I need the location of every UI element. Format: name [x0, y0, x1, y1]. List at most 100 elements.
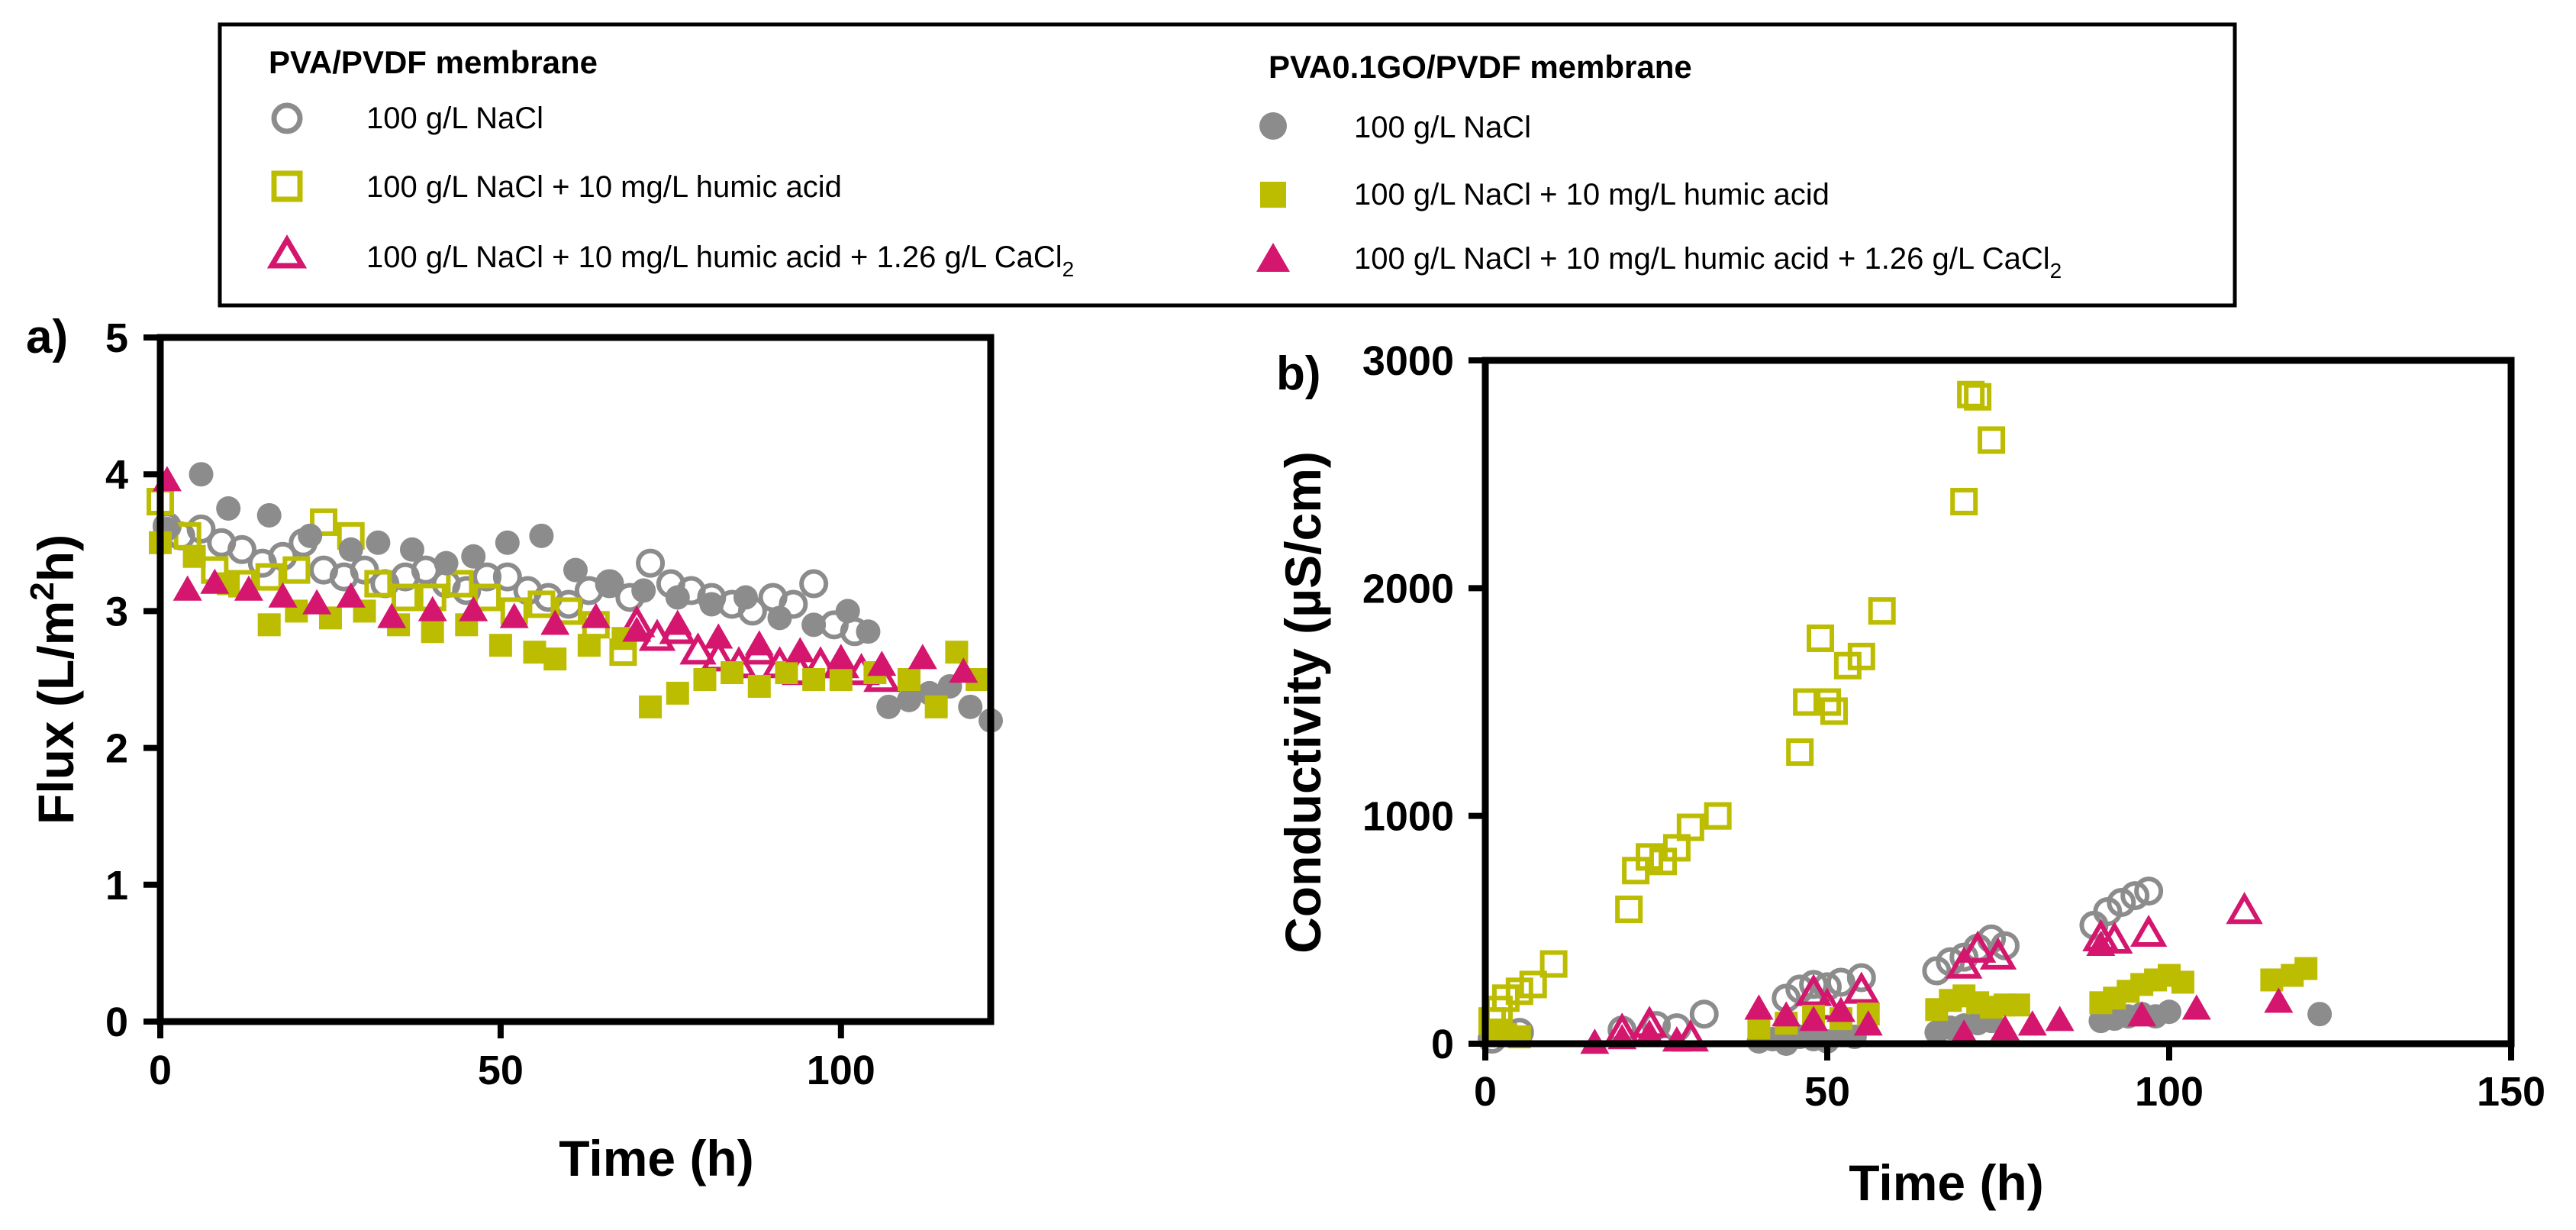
panel-b-x-tick-label: 150: [2477, 1069, 2545, 1115]
panel-b-point-triangle-open: [1959, 930, 1997, 963]
panel-b-point-square-open: [1539, 950, 1568, 978]
panel-b-point-square-open: [1868, 597, 1896, 625]
panel-a-point-triangle-filled: [336, 582, 366, 608]
panel-a-point-triangle-filled: [418, 596, 447, 621]
panel-a-point-circle-filled: [529, 523, 554, 548]
panel-b-point-triangle-open: [1808, 987, 1846, 1020]
panel-b-point-circle-open: [2107, 888, 2136, 918]
panel-b-point-triangle-filled: [1949, 1019, 1979, 1045]
panel-a-axes: 0 50 100 0 1 2 3 4 5: [105, 315, 875, 1093]
panel-b-point-square-open: [1676, 813, 1704, 841]
panel-a-point-triangle-filled: [459, 596, 488, 621]
panel-a-point-square-open: [310, 508, 338, 536]
panel-b-point-square-filled: [1747, 1016, 1771, 1040]
legend-marker-filled-circle: [1259, 112, 1287, 140]
panel-b-point-triangle-open: [2096, 921, 2133, 954]
panel-a-point-triangle-filled: [540, 609, 570, 635]
panel-a-point-triangle-filled: [744, 630, 774, 656]
panel-b-point-triangle-filled: [2127, 1001, 2157, 1027]
panel-b-point-square-open: [1615, 895, 1643, 923]
panel-a-y-tick-label: 5: [105, 315, 128, 361]
panel-b-point-circle-open: [2120, 881, 2150, 911]
panel-a-point-triangle-open: [679, 632, 717, 665]
panel-a-point-circle-filled: [216, 496, 241, 521]
panel-a-point-triangle-filled: [200, 568, 230, 594]
panel-b-x-tick-label: 100: [2135, 1069, 2204, 1115]
legend-label-pva-cacl2: 100 g/L NaCl + 10 mg/L humic acid + 1.26…: [366, 241, 1074, 281]
panel-a-point-circle-open: [227, 534, 257, 564]
panel-a-point-triangle-filled: [172, 575, 202, 601]
panel-b: b) 0 50 100 150 0 1000 2000 3000 Time (h) Condu…: [1275, 338, 2545, 1211]
panel-b-point-square-filled: [2294, 957, 2318, 980]
panel-a-point-square-open: [282, 556, 311, 584]
panel-a-frame: [156, 334, 995, 1025]
panel-a-y-tick-label: 1: [105, 863, 128, 909]
panel-a-y-label: Flux (L/m2h): [24, 534, 84, 825]
panel-b-y-tick-label: 0: [1431, 1022, 1454, 1067]
panel-b-point-triangle-filled: [2264, 987, 2294, 1013]
panel-a-point-square-filled: [897, 668, 920, 691]
panel-b-point-square-open: [1978, 426, 2006, 454]
panel-b-point-triangle-filled: [1990, 1015, 2020, 1041]
panel-a-point-circle-filled: [461, 544, 486, 569]
legend-label-pva-humic: 100 g/L NaCl + 10 mg/L humic acid: [366, 170, 842, 204]
legend-group-title-pva: PVA/PVDF membrane: [269, 44, 598, 80]
panel-a-point-circle-open: [452, 576, 482, 605]
panel-a-point-square-open: [446, 570, 474, 598]
panel-b-point-triangle-open: [2129, 914, 2168, 948]
panel-a-point-square-filled: [775, 661, 798, 685]
panel-b-point-square-filled: [2260, 968, 2284, 992]
panel-b-point-square-open: [1786, 738, 1814, 767]
panel-a-point-square-filled: [747, 674, 771, 698]
panel-a-point-square-filled: [721, 661, 744, 685]
panel-b-point-triangle-filled: [1635, 1019, 1665, 1045]
panel-b-point-square-open: [1847, 642, 1875, 670]
panel-b-point-circle-open: [2134, 876, 2164, 906]
panel-b-x-label: Time (h): [1849, 1154, 2043, 1211]
panel-a-point-square-filled: [829, 668, 853, 691]
panel-a-point-square-filled: [666, 681, 689, 705]
panel-b-point-triangle-filled: [1772, 1001, 1801, 1027]
panel-b-y-tick-label: 3000: [1362, 338, 1454, 384]
panel-a-point-square-filled: [182, 544, 206, 568]
panel-a-point-square-open: [527, 590, 556, 618]
panel-a-point-square-filled: [543, 647, 567, 671]
panel-b-x-tick-label: 0: [1474, 1069, 1497, 1115]
panel-a-x-tick-label: 0: [149, 1048, 172, 1093]
legend-label-go-cacl2-sub: 2: [2050, 259, 2062, 282]
panel-a-point-circle-open: [799, 569, 829, 599]
panel-b-point-square-open: [1950, 487, 1978, 515]
panel-b-point-triangle-filled: [2045, 1006, 2075, 1031]
panel-a-point-triangle-filled: [949, 657, 978, 683]
panel-a-point-square-filled: [802, 668, 826, 691]
panel-b-point-circle-filled: [2157, 999, 2181, 1025]
panel-b-y-label: Conductivity (µS/cm): [1275, 451, 1331, 954]
panel-a-point-circle-filled: [434, 550, 459, 576]
panel-b-point-triangle-filled: [2086, 930, 2116, 956]
panel-a-point-circle-filled: [767, 605, 792, 631]
panel-a-point-square-filled: [257, 613, 281, 637]
panel-b-point-circle-open: [1799, 970, 1829, 999]
panel-a-point-triangle-filled: [499, 602, 529, 628]
legend-label-pva-nacl: 100 g/L NaCl: [366, 102, 543, 135]
panel-b-point-square-filled: [2171, 970, 2194, 994]
panel-a-point-triangle-open: [700, 639, 737, 672]
legend-group-title-pva-go: PVA0.1GO/PVDF membrane: [1269, 49, 1692, 85]
panel-b-point-circle-filled: [2307, 1002, 2333, 1027]
legend-label-go-humic: 100 g/L NaCl + 10 mg/L humic acid: [1354, 178, 1830, 211]
panel-b-point-circle-open: [1826, 967, 1855, 997]
panel-b-point-triangle-filled: [1799, 1006, 1829, 1031]
panel-a-x-tick-label: 100: [807, 1048, 875, 1093]
panel-a-point-circle-filled: [631, 578, 656, 603]
panel-a-point-triangle-filled: [268, 582, 298, 608]
panel-a-point-triangle-filled: [302, 589, 332, 615]
panel-b-point-triangle-filled: [2017, 1010, 2047, 1036]
legend-marker-filled-triangle: [1256, 243, 1290, 272]
legend-marker-open-square: [271, 170, 303, 202]
panel-a-point-triangle-filled: [826, 644, 856, 670]
panel-a-point-circle-filled: [563, 557, 588, 583]
panel-a-x-tick-label: 50: [478, 1048, 524, 1093]
panel-a-point-triangle-filled: [622, 616, 652, 642]
panel-b-markers: [1477, 380, 2333, 1056]
